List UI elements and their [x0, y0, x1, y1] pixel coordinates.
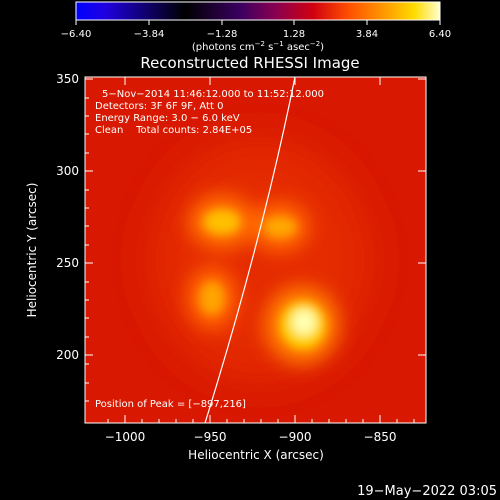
colorbar: −6.40 −3.84 −1.28 1.28 3.84 6.40 (photon…: [61, 1, 451, 53]
y-tick-label: 200: [56, 348, 79, 362]
x-tick-label: −900: [279, 430, 312, 444]
colorbar-tickmarks: [75, 20, 441, 25]
plot-title: Reconstructed RHESSI Image: [140, 54, 359, 72]
detectors-info: Detectors: 3F 6F 9F, Att 0: [95, 101, 223, 112]
observation-time: 5−Nov−2014 11:46:12.000 to 11:52:12.000: [102, 89, 324, 100]
colorbar-tick-label: −3.84: [134, 29, 165, 40]
colorbar-tick-label: 3.84: [356, 29, 378, 40]
peak-position: Position of Peak = [−897,216]: [95, 399, 246, 410]
y-axis-label: Heliocentric Y (arcsec): [25, 183, 39, 318]
x-axis-label: Heliocentric X (arcsec): [188, 448, 324, 462]
y-tick-label: 350: [56, 72, 79, 86]
background-glow: [150, 140, 370, 380]
hard-x-ray-source: [263, 216, 297, 238]
y-tick-label: 250: [56, 256, 79, 270]
x-tick-label: −950: [194, 430, 227, 444]
plot-frame: [84, 76, 427, 424]
y-tick-label: 300: [56, 164, 79, 178]
hard-x-ray-source: [203, 209, 241, 235]
x-axis: [107, 77, 415, 423]
colorbar-tick-label: 6.40: [429, 29, 451, 40]
colorbar-tick-label: −6.40: [61, 29, 92, 40]
rhessi-image: [85, 77, 426, 423]
colorbar-tick-label: −1.28: [207, 29, 238, 40]
colorbar-tick-label: 1.28: [283, 29, 305, 40]
x-tick-label: −1000: [105, 430, 146, 444]
source-cores: [199, 209, 326, 349]
clean-total-counts: Clean Total counts: 2.84E+05: [95, 125, 252, 136]
x-tick-label: −850: [364, 430, 397, 444]
peak-source-center: [292, 309, 316, 335]
colorbar-gradient: [75, 1, 441, 21]
colorbar-units: (photons cm−2 s−1 asec−2): [192, 40, 324, 53]
hard-x-ray-source: [199, 281, 225, 315]
y-axis: [85, 78, 426, 402]
energy-range: Energy Range: 3.0 − 6.0 keV: [95, 113, 240, 124]
footer-date: 19−May−2022 03:05: [357, 484, 497, 499]
solar-limb-line: [204, 77, 296, 423]
